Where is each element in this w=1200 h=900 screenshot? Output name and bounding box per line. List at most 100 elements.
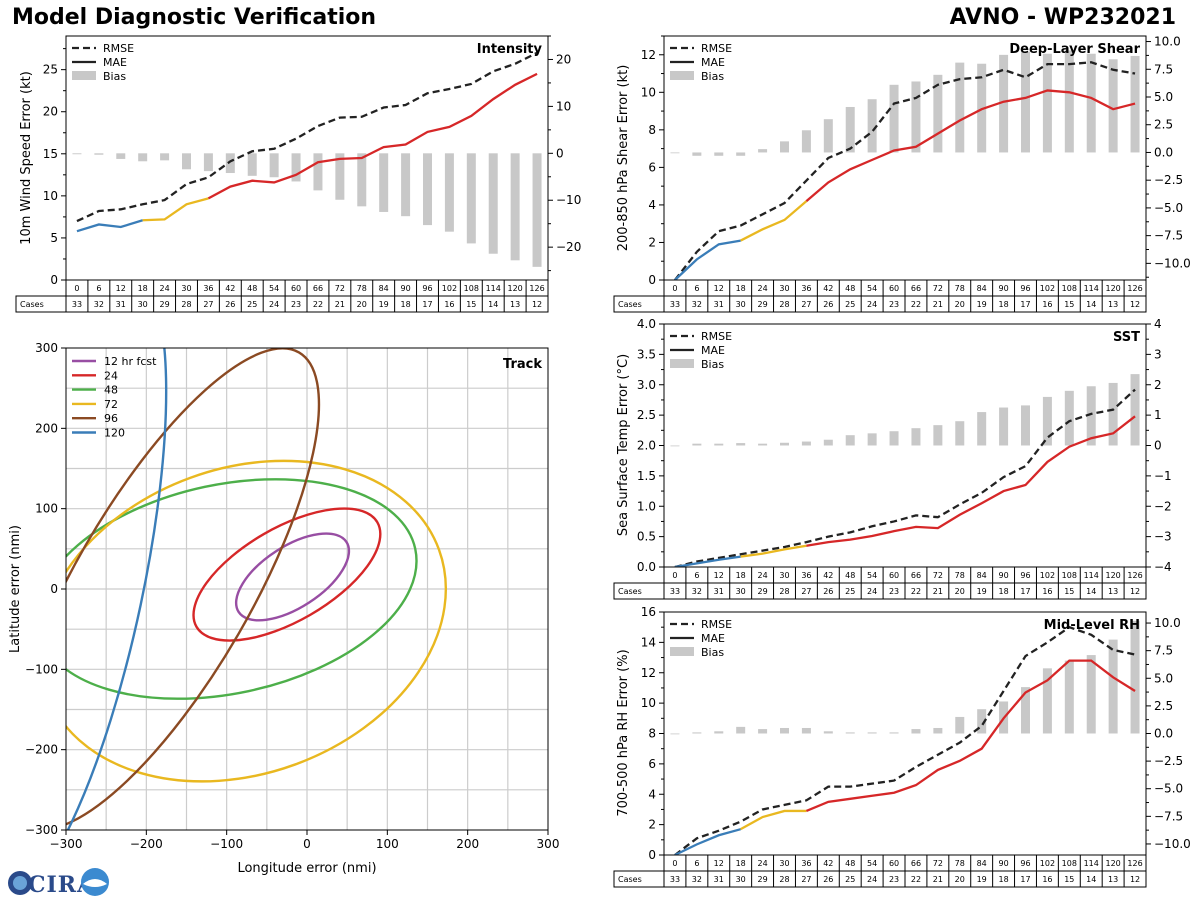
y-tick-label: 2 (648, 818, 656, 832)
bias-bar (845, 732, 855, 734)
cases-label: Cases (618, 300, 642, 309)
forecast-hour-label: 24 (159, 284, 169, 293)
bias-bar (758, 729, 768, 734)
y-tick-label: 0 (648, 848, 656, 862)
legend-mae-label: MAE (701, 344, 725, 357)
legend-label: 12 hr fcst (104, 355, 157, 368)
forecast-hour-label: 114 (1084, 284, 1099, 293)
rmse-line (674, 61, 1136, 281)
forecast-hour-label: 12 (714, 571, 724, 580)
forecast-hour-label: 108 (1062, 859, 1077, 868)
y2-tick-label: 5.0 (1154, 671, 1173, 685)
bias-bar (801, 130, 811, 153)
y2-tick-label: 2.5 (1154, 699, 1173, 713)
case-count-label: 17 (1020, 875, 1030, 884)
y-tick-label: 0 (648, 273, 656, 287)
bias-bar (758, 149, 768, 153)
case-count-label: 24 (867, 875, 877, 884)
y2-tick-label: −2.5 (1154, 754, 1183, 768)
case-count-label: 31 (116, 300, 126, 309)
y2-tick-label: 5.0 (1154, 90, 1173, 104)
bias-bar (736, 443, 746, 446)
y-tick-label: 8 (648, 123, 656, 137)
bias-bar (780, 141, 789, 153)
case-count-label: 28 (779, 587, 789, 596)
case-count-label: 12 (1130, 300, 1140, 309)
bias-bar (889, 84, 899, 153)
bias-bar (692, 443, 702, 446)
cases-row (613, 295, 1147, 313)
y-tick-label: 20 (43, 105, 58, 119)
bias-bar (1021, 405, 1030, 446)
bias-bar (532, 153, 542, 267)
legend-bias-swatch (670, 71, 694, 80)
y2-tick-label: 2 (1154, 378, 1162, 392)
bias-bar (1130, 374, 1140, 446)
case-count-label: 16 (444, 300, 454, 309)
forecast-hour-label: 36 (801, 284, 811, 293)
forecast-hour-label: 48 (247, 284, 257, 293)
forecast-hour-label: 42 (823, 571, 833, 580)
forecast-hour-label: 78 (955, 571, 965, 580)
forecast-hour-label: 54 (867, 284, 877, 293)
y-axis-label: 700-500 hPa RH Error (%) (616, 649, 631, 816)
legend-label: 24 (104, 369, 118, 382)
forecast-hour-label: 0 (74, 284, 79, 293)
y-tick-label: −200 (25, 743, 58, 757)
mae-line-segment (142, 197, 209, 222)
case-count-label: 27 (801, 300, 811, 309)
case-count-label: 33 (670, 587, 680, 596)
forecast-hour-label: 30 (779, 571, 789, 580)
rmse-line (674, 388, 1136, 569)
case-count-label: 28 (181, 300, 191, 309)
case-count-label: 15 (1064, 875, 1074, 884)
bias-bar (889, 732, 899, 734)
forecast-hour-label: 0 (672, 859, 677, 868)
bias-bar (335, 153, 345, 200)
forecast-hour-label: 6 (694, 571, 699, 580)
y-tick-label: 10 (641, 85, 656, 99)
forecast-hour-label: 66 (911, 859, 921, 868)
bias-bar (911, 428, 921, 446)
forecast-hour-label: 96 (422, 284, 432, 293)
legend-rmse-label: RMSE (701, 42, 732, 55)
forecast-hour-label: 6 (96, 284, 101, 293)
y-axis-label: Latitude error (nmi) (8, 525, 23, 653)
legend-mae-label: MAE (701, 56, 725, 69)
case-count-label: 20 (955, 300, 965, 309)
bias-bar (225, 153, 235, 174)
case-count-label: 28 (779, 875, 789, 884)
forecast-hour-label: 126 (1127, 571, 1142, 580)
forecast-hour-label: 36 (203, 284, 213, 293)
y-tick-label: 10 (641, 696, 656, 710)
case-count-label: 14 (1086, 587, 1096, 596)
case-count-label: 23 (291, 300, 301, 309)
legend-label: 96 (104, 412, 118, 425)
panel-title: Intensity (477, 42, 543, 57)
y2-tick-label: −10.0 (1154, 837, 1191, 851)
forecast-hour-label: 18 (736, 859, 746, 868)
bias-bar (955, 62, 965, 153)
legend-label: 48 (104, 384, 118, 397)
case-count-label: 30 (736, 587, 746, 596)
bias-bar (714, 152, 724, 156)
case-count-label: 14 (1086, 875, 1096, 884)
case-count-label: 22 (911, 875, 921, 884)
bias-bar (1042, 396, 1052, 446)
case-count-label: 23 (889, 587, 899, 596)
forecast-hour-label: 108 (464, 284, 479, 293)
y-tick-label: 4 (648, 787, 656, 801)
bias-bar (889, 431, 899, 446)
forecast-hour-label: 96 (1020, 571, 1030, 580)
case-count-label: 32 (692, 300, 702, 309)
forecast-hour-label: 102 (1040, 571, 1055, 580)
y-tick-label: 3.5 (637, 347, 656, 361)
page-title: Model Diagnostic Verification (12, 5, 377, 30)
forecast-hour-label: 30 (779, 284, 789, 293)
case-count-label: 12 (1130, 875, 1140, 884)
y2-tick-label: 10 (556, 99, 571, 113)
mae-line-segment (674, 555, 741, 569)
y2-tick-label: −7.5 (1154, 809, 1183, 823)
legend-bias-swatch (72, 71, 96, 80)
